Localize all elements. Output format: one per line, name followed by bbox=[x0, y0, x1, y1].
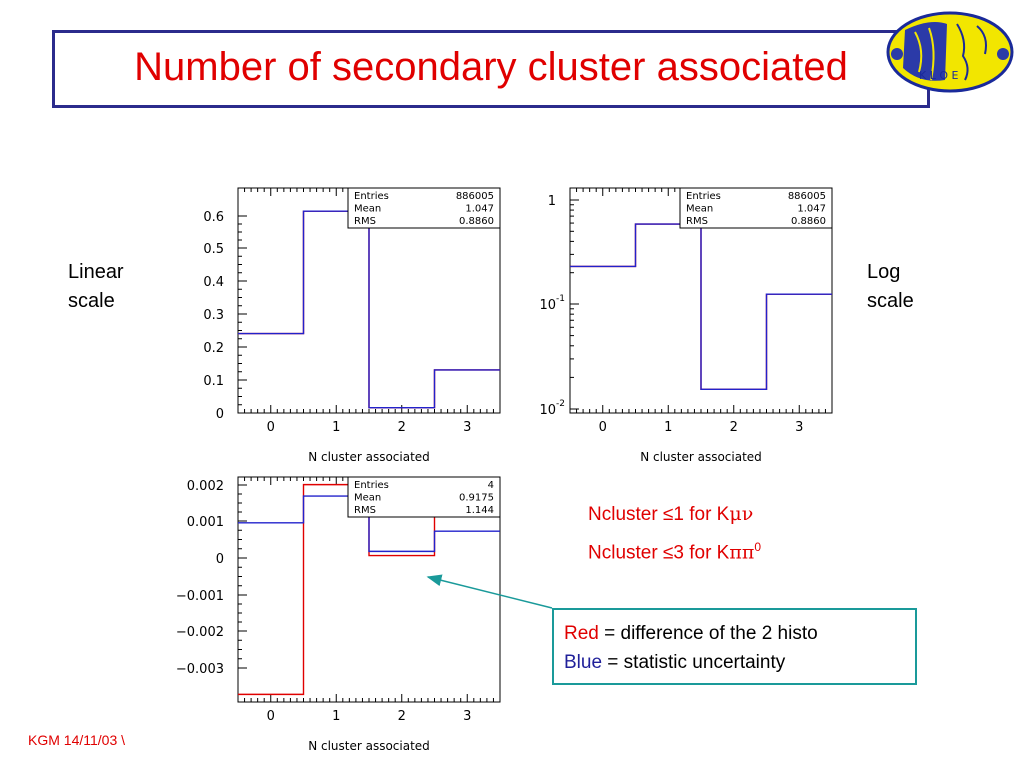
stats-rms-value: 0.8860 bbox=[459, 216, 494, 227]
difference-histogram: 0 1 2 3 0.002 0.001 0 −0.001 −0.002 −0.003 N clust… bbox=[176, 476, 501, 753]
y-tick-label-exponent: -2 bbox=[556, 399, 565, 409]
kloe-logo-icon: K L O E bbox=[886, 11, 1014, 93]
note-kpipi-greek: ππ bbox=[729, 541, 755, 564]
x-axis-label: N cluster associated bbox=[640, 450, 762, 464]
stats-rms-value: 0.8860 bbox=[791, 216, 826, 227]
x-tick-label: 0 bbox=[599, 420, 607, 435]
y-tick-label: −0.003 bbox=[176, 662, 224, 677]
stats-mean-label: Mean bbox=[354, 493, 381, 504]
linear-scale-label-line1: Linear bbox=[68, 261, 124, 283]
legend-box: Red = difference of the 2 histo Blue = s… bbox=[552, 608, 917, 685]
stats-box bbox=[347, 187, 501, 229]
x-tick-label: 1 bbox=[332, 420, 340, 435]
y-tick-label: 0.5 bbox=[203, 242, 224, 257]
stats-entries-value: 886005 bbox=[788, 191, 826, 202]
stats-rms-value: 1.144 bbox=[465, 505, 494, 516]
stats-rms-label: RMS bbox=[354, 216, 376, 227]
stats-mean-label: Mean bbox=[354, 204, 381, 215]
x-axis-label: N cluster associated bbox=[308, 739, 430, 753]
stats-rms-label: RMS bbox=[686, 216, 708, 227]
stats-entries-label: Entries bbox=[354, 191, 389, 202]
page-title: Number of secondary cluster associated bbox=[134, 45, 848, 89]
y-tick-label-exponent: -1 bbox=[556, 294, 565, 304]
stats-mean-label: Mean bbox=[686, 204, 713, 215]
legend-blue-word: Blue bbox=[564, 652, 603, 673]
y-tick-label: 0.001 bbox=[187, 515, 224, 530]
blue-histogram-series bbox=[570, 223, 832, 391]
y-tick-label: 0.6 bbox=[203, 210, 224, 225]
x-tick-label: 3 bbox=[463, 420, 471, 435]
legend-red-text: = difference of the 2 histo bbox=[598, 623, 818, 644]
log-scale-label: Log scale bbox=[867, 258, 914, 316]
x-tick-label: 2 bbox=[398, 420, 406, 435]
legend-red-word: Red bbox=[564, 623, 599, 644]
legend-red-line: Red = difference of the 2 histo bbox=[564, 619, 905, 648]
note-kpipi: Ncluster ≤3 for Kππ0 bbox=[588, 540, 761, 564]
x-tick-label: 0 bbox=[267, 420, 275, 435]
stats-entries-label: Entries bbox=[354, 480, 389, 491]
stats-box bbox=[347, 476, 501, 518]
blue-histogram-series bbox=[238, 210, 500, 409]
note-kmunu-greek: μν bbox=[729, 503, 754, 525]
stats-box bbox=[679, 187, 833, 229]
linear-scale-label-line2: scale bbox=[68, 290, 115, 312]
y-tick-label: 0.4 bbox=[203, 275, 224, 290]
x-tick-label: 1 bbox=[332, 709, 340, 724]
note-kmunu-text: Ncluster ≤1 for K bbox=[588, 504, 730, 525]
footer-text: KGM 14/11/03 \ bbox=[28, 732, 126, 748]
stats-rms-label: RMS bbox=[354, 505, 376, 516]
svg-text:K L O E: K L O E bbox=[919, 69, 958, 82]
x-tick-label: 2 bbox=[730, 420, 738, 435]
y-tick-label: 10 bbox=[539, 403, 556, 418]
y-tick-label: 0 bbox=[216, 407, 224, 422]
y-tick-label: 0 bbox=[216, 552, 224, 567]
stats-mean-value: 0.9175 bbox=[459, 493, 494, 504]
y-tick-label: 0.2 bbox=[203, 341, 224, 356]
legend-blue-line: Blue = statistic uncertainty bbox=[564, 648, 905, 677]
y-tick-label: −0.001 bbox=[176, 589, 224, 604]
stats-mean-value: 1.047 bbox=[465, 204, 494, 215]
y-tick-label: 0.1 bbox=[203, 374, 224, 389]
x-tick-label: 0 bbox=[267, 709, 275, 724]
note-kmunu: Ncluster ≤1 for Kμν bbox=[588, 503, 753, 526]
x-tick-label: 3 bbox=[463, 709, 471, 724]
x-tick-label: 1 bbox=[664, 420, 672, 435]
y-tick-label: 0.002 bbox=[187, 479, 224, 494]
legend-blue-text: = statistic uncertainty bbox=[602, 652, 786, 673]
y-tick-label: −0.002 bbox=[176, 625, 224, 640]
log-scale-label-line1: Log bbox=[867, 261, 901, 283]
stats-entries-value: 886005 bbox=[456, 191, 494, 202]
y-tick-label: 0.3 bbox=[203, 308, 224, 323]
note-kpipi-sup: 0 bbox=[754, 540, 762, 554]
annotation-arrow bbox=[426, 574, 553, 609]
stats-entries-value: 4 bbox=[488, 480, 494, 491]
linear-histogram: 0 1 2 3 0 0.1 0.2 0.3 0.4 0.5 0.6 N cluster associa… bbox=[203, 187, 501, 464]
blue-histogram-series bbox=[238, 495, 500, 553]
title-box: Number of secondary cluster associated bbox=[52, 30, 930, 108]
x-tick-label: 2 bbox=[398, 709, 406, 724]
log-scale-label-line2: scale bbox=[867, 290, 914, 312]
x-tick-label: 3 bbox=[795, 420, 803, 435]
stats-mean-value: 1.047 bbox=[797, 204, 826, 215]
y-tick-label: 1 bbox=[548, 194, 556, 209]
stats-entries-label: Entries bbox=[686, 191, 721, 202]
x-axis-label: N cluster associated bbox=[308, 450, 430, 464]
note-kpipi-text: Ncluster ≤3 for K bbox=[588, 542, 730, 564]
linear-scale-label: Linear scale bbox=[68, 258, 124, 316]
y-tick-label: 10 bbox=[539, 298, 556, 313]
